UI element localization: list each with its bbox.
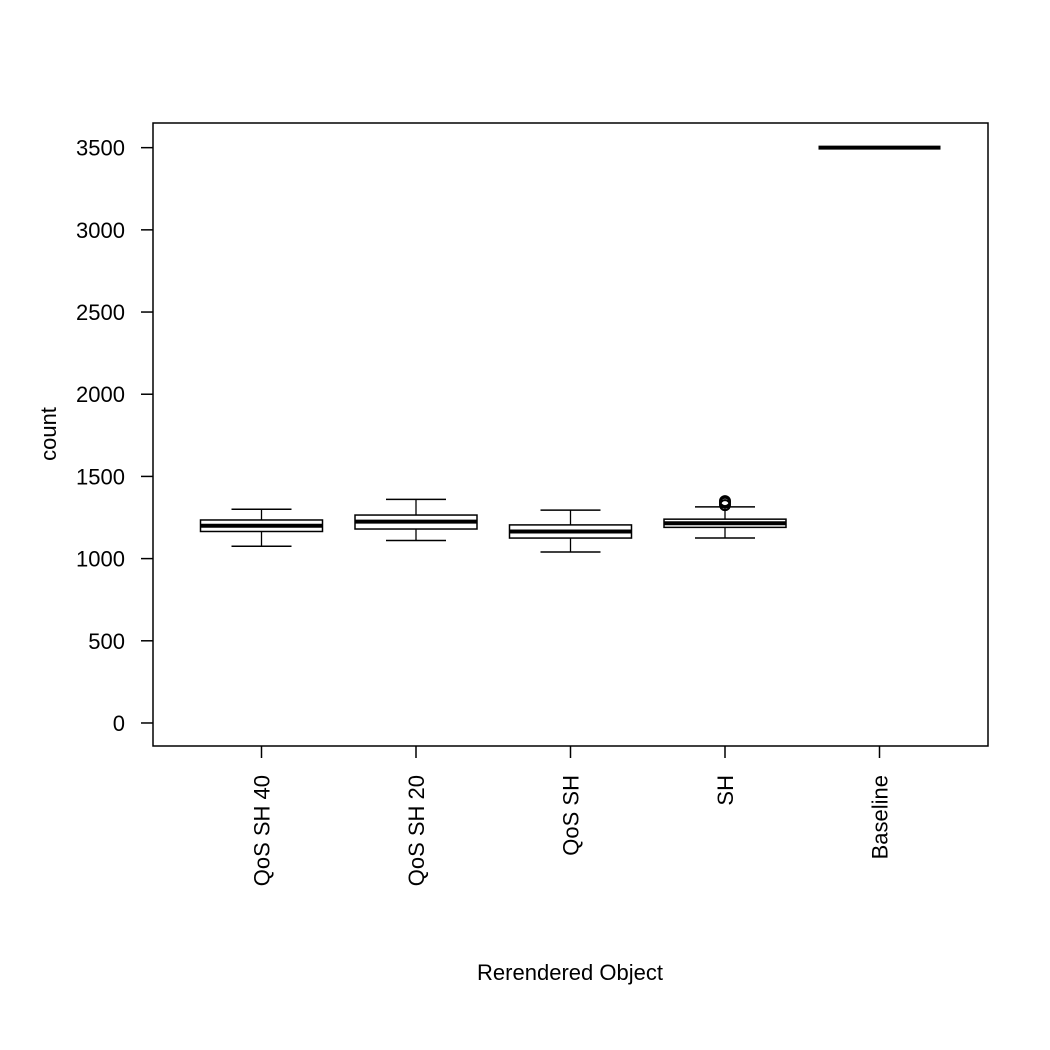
box-qos-sh-20 xyxy=(354,498,478,542)
y-tick-label: 500 xyxy=(88,629,125,654)
y-tick-label: 2000 xyxy=(76,382,125,407)
box-qos-sh-40 xyxy=(199,508,324,548)
x-tick-label: QoS SH 20 xyxy=(404,775,429,886)
boxes-group xyxy=(199,145,941,553)
x-axis: QoS SH 40 QoS SH 20 QoS SH SH Baseline xyxy=(250,746,893,886)
y-tick-label: 0 xyxy=(113,711,125,736)
y-tick-label: 3000 xyxy=(76,218,125,243)
y-tick-label: 1500 xyxy=(76,464,125,489)
y-axis: 0 500 1000 1500 2000 2500 3000 3500 xyxy=(76,136,153,736)
box-sh xyxy=(663,495,787,539)
x-axis-label: Rerendered Object xyxy=(477,960,663,985)
x-tick-label: Baseline xyxy=(868,775,893,859)
y-axis-label: count xyxy=(36,407,61,461)
x-tick-label: QoS SH 40 xyxy=(250,775,275,886)
y-tick-label: 1000 xyxy=(76,547,125,572)
y-tick-label: 2500 xyxy=(76,300,125,325)
x-tick-label: SH xyxy=(713,775,738,806)
outlier-point xyxy=(719,495,731,508)
y-tick-label: 3500 xyxy=(76,136,125,161)
box-qos-sh xyxy=(508,509,633,553)
x-tick-label: QoS SH xyxy=(559,775,584,856)
plot-frame xyxy=(152,122,989,747)
